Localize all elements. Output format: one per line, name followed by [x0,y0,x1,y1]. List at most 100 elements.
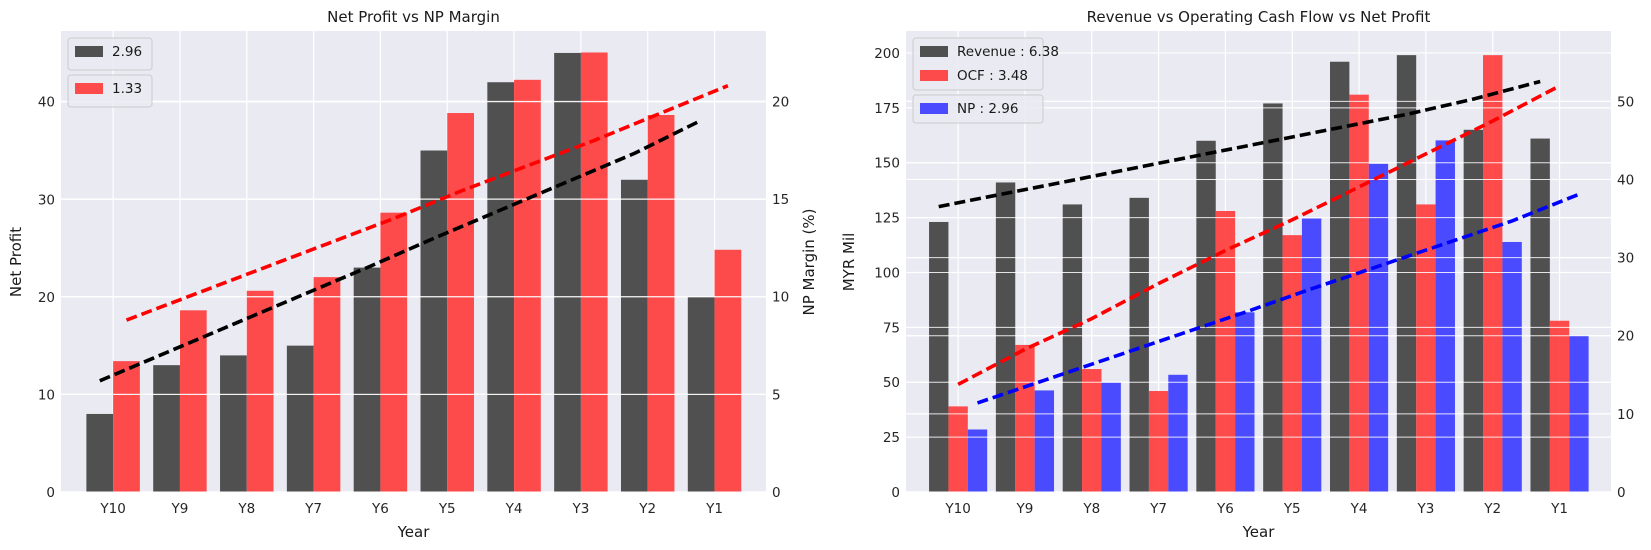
y-tick-label: 75 [883,320,900,336]
bar [1196,140,1216,492]
trend-line [957,84,1561,386]
y-tick-label: 40 [38,95,55,111]
x-tick-label: Y4 [1350,501,1368,517]
y2-tick-label: 20 [1617,329,1634,345]
legend-label: Revenue : 6.38 [957,44,1059,60]
x-tick-label: Y1 [705,501,723,517]
x-tick-label: Y9 [1016,501,1034,517]
y-tick-label: 20 [38,290,55,306]
bar [1235,312,1255,492]
trend-line [125,84,729,322]
bar [220,355,247,492]
bar [1168,374,1188,492]
bar [1062,204,1083,492]
x-tick-label: Y3 [1416,501,1434,517]
legend-swatch [920,46,948,57]
bar [554,52,581,492]
y2-tick-label: 10 [1617,407,1634,423]
legend-swatch [920,70,948,81]
bar [246,290,274,492]
y-tick-label: 150 [874,156,900,172]
bar [1483,55,1503,493]
x-tick-label: Y8 [237,501,255,517]
y-axis-label: MYR Mil [840,233,858,292]
bar [1015,344,1035,492]
trend-line [976,192,1580,405]
bar [86,413,114,492]
y-tick-label: 175 [874,101,900,117]
legend-swatch [75,46,103,57]
bar [420,150,448,492]
y2-tick-label: 15 [772,192,789,208]
revenue-ocf-np-chart: 0 25 50 75 100 125 150 175 200 0 10 20 30 40 50 Y10 Y9… [840,8,1634,541]
x-tick-label: Y7 [304,501,322,517]
x-axis-label: Year [397,523,431,541]
y-tick-label: 100 [874,265,900,281]
bar [179,310,207,492]
legend: Revenue : 6.38 OCF : 3.48 NP : 2.96 [912,37,1059,124]
legend-box [912,94,1044,124]
chart-title: Net Profit vs NP Margin [327,8,500,26]
y-tick-label: 0 [46,485,55,501]
bar [487,82,515,492]
net-profit-chart: 0 10 20 30 40 0 5 10 15 20 Y10 Y9 Y8 Y7 Y6 Y5 Y4 Y3 Y2 Y1… [7,8,818,541]
y-tick-label: 50 [883,375,900,391]
bar [447,113,474,493]
bar [1349,94,1369,493]
y2-tick-label: 5 [772,387,781,403]
y-tick-label: 200 [874,46,900,62]
bar [714,249,742,492]
bar [647,114,675,493]
legend: 2.96 1.33 [67,37,153,108]
y2-tick-label: 30 [1617,251,1634,267]
trend-line [99,118,702,383]
x-tick-label: Y1 [1550,501,1568,517]
legend-swatch [920,103,948,114]
bar [1082,369,1102,492]
bar [313,277,341,492]
bar [1530,138,1550,493]
bar [1435,140,1455,492]
legend-label: 1.33 [112,81,142,97]
x-tick-label: Y5 [438,501,456,517]
y2-tick-label: 0 [772,485,781,501]
bar [1396,55,1417,493]
y2-tick-label: 20 [772,94,789,110]
x-tick-label: Y5 [1283,501,1301,517]
bar [153,365,180,492]
legend-label: NP : 2.96 [957,101,1018,117]
bar [1034,390,1055,492]
legend-swatch [75,83,103,94]
x-tick-label: Y10 [944,501,970,517]
bar [514,79,541,492]
x-tick-label: Y9 [171,501,189,517]
bar [286,345,314,492]
bar [948,406,968,492]
trend-line [938,79,1541,209]
y-tick-label: 30 [38,192,55,208]
y-tick-label: 0 [891,485,900,501]
chart-title: Revenue vs Operating Cash Flow vs Net Pr… [1087,8,1431,26]
x-tick-label: Y8 [1082,501,1100,517]
bar [580,52,608,492]
bar [380,212,408,492]
bar [1416,204,1436,492]
y-axis-label: Net Profit [7,227,25,297]
bar [1148,391,1169,492]
x-tick-label: Y7 [1149,501,1167,517]
x-tick-label: Y4 [505,501,523,517]
x-tick-label: Y3 [571,501,589,517]
legend-label: OCF : 3.48 [957,68,1028,84]
bar [1263,103,1283,492]
x-tick-label: Y6 [371,501,389,517]
y2-tick-label: 50 [1617,94,1634,110]
y2-tick-label: 40 [1617,172,1634,188]
bar [1368,163,1389,492]
y2-tick-label: 10 [772,290,789,306]
bar [1330,61,1350,492]
bar [353,267,381,492]
y-tick-label: 25 [883,430,900,446]
legend-label: 2.96 [112,44,142,60]
y-tick-label: 125 [874,211,900,227]
